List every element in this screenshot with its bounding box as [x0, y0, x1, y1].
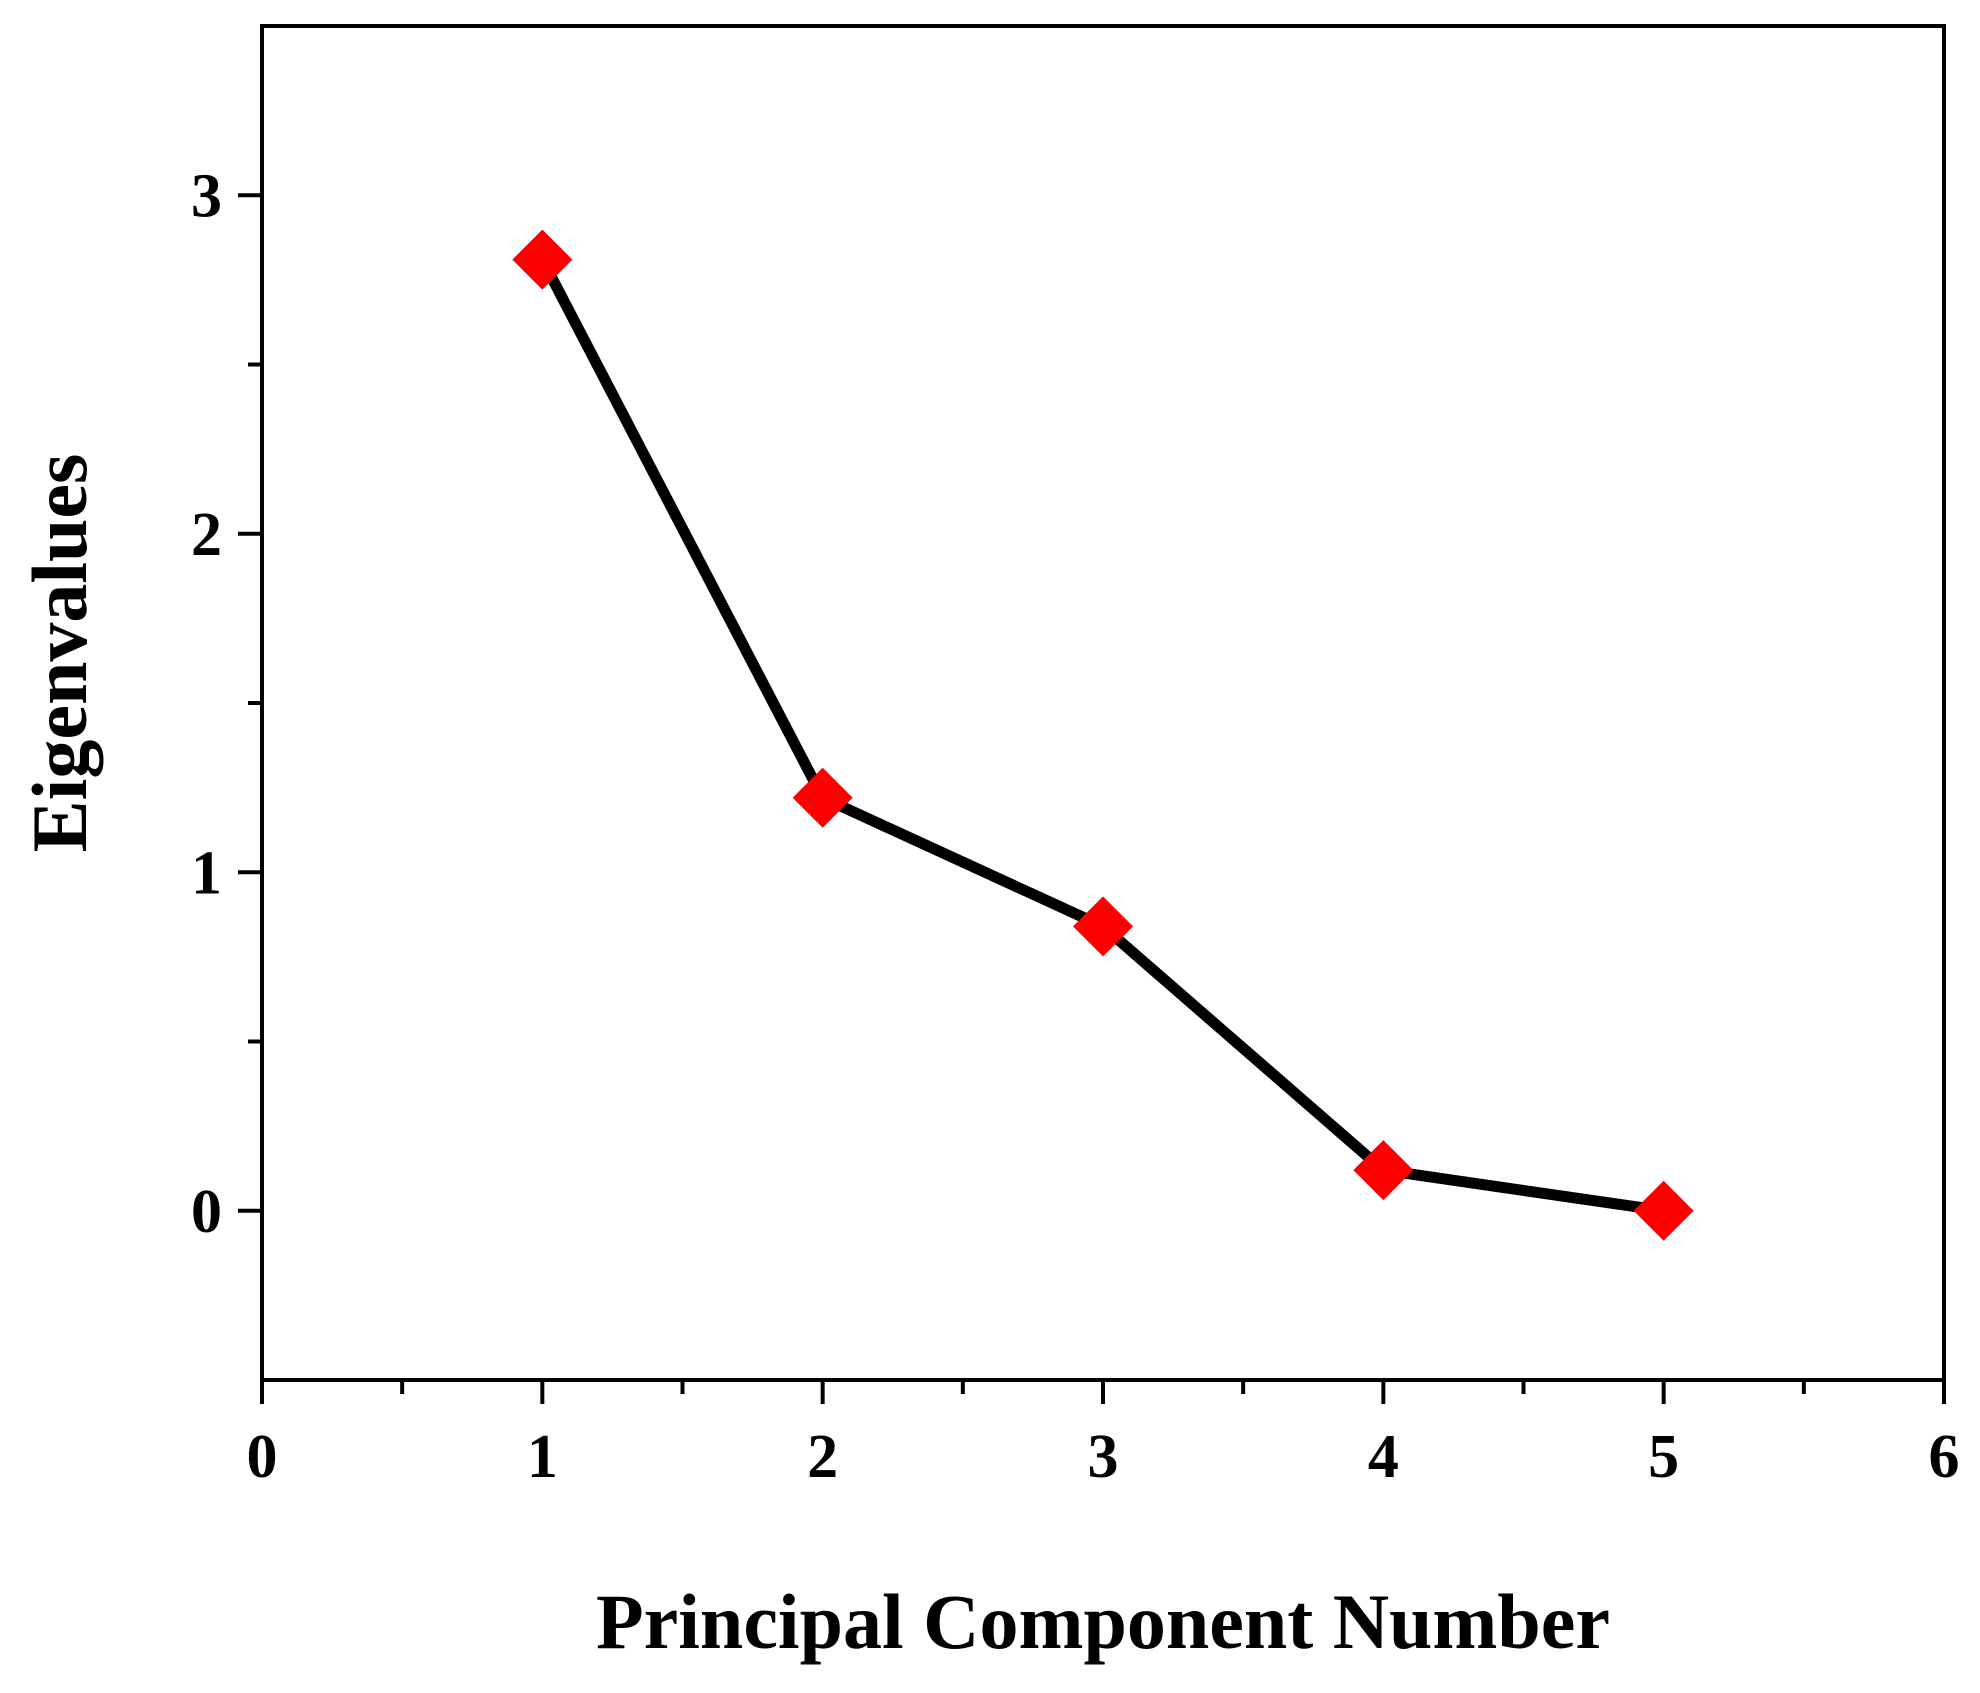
y-axis-title: Eigenvalues	[16, 454, 103, 853]
x-tick-label: 6	[1929, 1423, 1960, 1491]
x-tick-label: 4	[1368, 1423, 1399, 1491]
x-tick-label: 1	[527, 1423, 558, 1491]
plot-area	[512, 229, 1694, 1241]
data-point-diamond	[792, 767, 853, 828]
y-tick-label: 3	[191, 162, 222, 230]
eigenvalue-line	[536, 254, 1670, 1217]
y-tick-label: 0	[191, 1178, 222, 1246]
x-tick-label: 3	[1088, 1423, 1119, 1491]
data-point-diamond	[512, 229, 573, 290]
x-tick-label: 0	[247, 1423, 278, 1491]
y-axis: 0 1 2 3	[191, 162, 262, 1246]
x-axis: 0 1 2 3 4 5 6	[247, 1380, 1960, 1491]
y-tick-label: 2	[191, 501, 222, 569]
x-tick-label: 5	[1648, 1423, 1679, 1491]
x-tick-label: 2	[807, 1423, 838, 1491]
x-axis-title: Principal Component Number	[596, 1578, 1610, 1665]
data-point-diamond	[1073, 896, 1133, 957]
data-point-diamond	[1353, 1140, 1414, 1201]
plot-frame	[260, 24, 1946, 1382]
y-tick-label: 1	[191, 839, 222, 907]
data-point-diamond	[1633, 1180, 1694, 1241]
